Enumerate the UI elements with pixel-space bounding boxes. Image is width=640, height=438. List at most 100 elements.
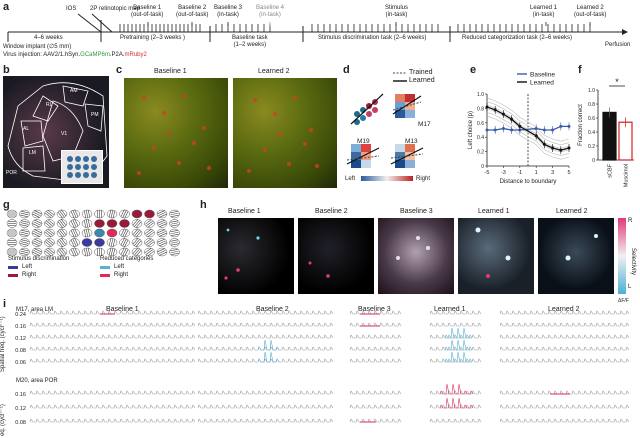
grating-icon bbox=[94, 228, 105, 238]
legend-learned: Learned bbox=[409, 77, 435, 84]
period-perfusion: Perfusion bbox=[605, 42, 631, 48]
grating-icon bbox=[131, 228, 143, 238]
grating-icon bbox=[156, 228, 168, 238]
f-ytick: 0 bbox=[592, 158, 595, 164]
e-ylabel: Left choice (p) bbox=[468, 111, 474, 149]
g-cat-right: Right bbox=[114, 272, 129, 278]
i-title-learned-2: Learned 2 bbox=[548, 306, 580, 313]
e-legend-learned: Learned bbox=[530, 80, 554, 87]
grating-icon bbox=[131, 247, 143, 257]
grating-icon bbox=[169, 228, 180, 238]
g-stim-left-swatch bbox=[8, 266, 18, 269]
f-ytick: 0.8 bbox=[588, 102, 595, 108]
stage-learned-1: Learned 1 (in-task) bbox=[530, 5, 558, 18]
h-title-baseline-3: Baseline 3 bbox=[400, 208, 433, 215]
area-por: POR bbox=[6, 170, 17, 176]
e-xtick: -3 bbox=[501, 170, 506, 176]
grating-icon bbox=[119, 228, 130, 238]
grating-icon bbox=[69, 228, 80, 238]
trace-line bbox=[197, 322, 334, 327]
grating-icon bbox=[131, 209, 143, 219]
grating-icon bbox=[44, 228, 55, 238]
stage-baseline-2: Baseline 2 (out-of-task) bbox=[176, 5, 209, 18]
h-cbar-title: Selectivity bbox=[630, 248, 636, 276]
area-am: AM bbox=[70, 88, 78, 94]
e-ytick: 0.2 bbox=[477, 150, 484, 156]
f-ytick: 0.2 bbox=[588, 144, 595, 150]
trace-line bbox=[349, 310, 402, 315]
grating-icon bbox=[81, 247, 93, 257]
stage-baseline-1: Baseline 1 (out-of-task) bbox=[131, 5, 164, 18]
f-ytick: 0.6 bbox=[588, 116, 595, 122]
e-series-line bbox=[486, 106, 570, 151]
trace-line bbox=[429, 404, 482, 409]
trace-line bbox=[29, 404, 196, 409]
grating-icon bbox=[19, 219, 30, 228]
area-lm: LM bbox=[29, 150, 36, 156]
h-image-learned-2 bbox=[538, 218, 614, 294]
mouse-m19: M19 bbox=[357, 138, 370, 145]
trace-line bbox=[349, 346, 402, 351]
trace-line bbox=[197, 390, 334, 395]
panel-label-e: e bbox=[470, 64, 477, 76]
f-sig: * bbox=[615, 77, 619, 87]
period-pretraining: Pretraining (2–3 weeks ) bbox=[120, 35, 186, 41]
e-ytick: 0.6 bbox=[477, 121, 484, 127]
panel-label-b: b bbox=[3, 64, 10, 76]
grating-icon bbox=[56, 228, 68, 238]
e-xtick: 1 bbox=[535, 170, 538, 176]
i-title-baseline-3: Baseline 3 bbox=[358, 306, 391, 313]
trace-line bbox=[429, 346, 482, 351]
i-title-learned-1: Learned 1 bbox=[434, 306, 466, 313]
panel-label-f: f bbox=[578, 64, 582, 76]
grating-icon bbox=[81, 209, 93, 219]
grating-icon bbox=[94, 209, 105, 219]
i-m20-label: M20, area POR bbox=[16, 378, 58, 384]
cbar-right-label: Right bbox=[416, 176, 431, 182]
e-ytick: 1.0 bbox=[477, 92, 484, 98]
grating-icon bbox=[144, 219, 155, 228]
i-row-label: 0.08 bbox=[15, 420, 26, 426]
grating-icon bbox=[81, 238, 93, 247]
grating-icon bbox=[6, 228, 18, 238]
mouse-m13: M13 bbox=[405, 138, 418, 145]
psychometric-chart: 0 0.2 0.4 0.6 0.8 1.0 -5 -3 -1 1 3 5 BaselineLearned… bbox=[468, 72, 571, 186]
grating-icon bbox=[6, 219, 18, 228]
stage-baseline-3: Baseline 3 (in-task) bbox=[214, 5, 243, 18]
grating-icon bbox=[119, 219, 130, 228]
grating-icon bbox=[44, 219, 55, 228]
grating-icon bbox=[56, 247, 68, 257]
grating-icon bbox=[144, 228, 155, 238]
h-cbar-unit: ΔF/F bbox=[618, 298, 629, 304]
panel-label-h: h bbox=[200, 199, 207, 211]
grating-icon bbox=[169, 247, 180, 257]
period-4-6-weeks: 4–6 weeks bbox=[34, 35, 63, 41]
trace-line bbox=[257, 339, 280, 351]
trace-line bbox=[349, 322, 402, 327]
trace-line bbox=[257, 351, 280, 363]
trace-line bbox=[349, 418, 402, 423]
trace-line bbox=[197, 404, 334, 409]
g-stim-right-swatch bbox=[8, 274, 18, 277]
grating-icon bbox=[169, 219, 180, 228]
grating-icon bbox=[6, 247, 18, 257]
stage-ios: IOS bbox=[66, 6, 77, 12]
area-al: AL bbox=[23, 126, 30, 132]
trace-line bbox=[29, 390, 196, 395]
grating-icon bbox=[81, 219, 93, 228]
grating-icon bbox=[31, 247, 43, 257]
grating-icon bbox=[106, 219, 118, 228]
selectivity-colorbar bbox=[618, 218, 626, 294]
trace-line bbox=[197, 334, 334, 339]
grating-icon bbox=[44, 247, 55, 257]
e-ytick: 0.8 bbox=[477, 106, 484, 112]
stimulus-inset bbox=[61, 150, 103, 184]
grating-icon bbox=[144, 209, 155, 219]
i-row-label: 0.12 bbox=[15, 406, 26, 412]
stage-stimulus: Stimulus (in-task) bbox=[385, 5, 409, 18]
e-xtick: -5 bbox=[485, 170, 490, 176]
fov-learned-image bbox=[233, 78, 337, 188]
trace-line bbox=[429, 358, 482, 363]
grating-icon bbox=[131, 218, 143, 229]
timeline bbox=[7, 13, 628, 42]
